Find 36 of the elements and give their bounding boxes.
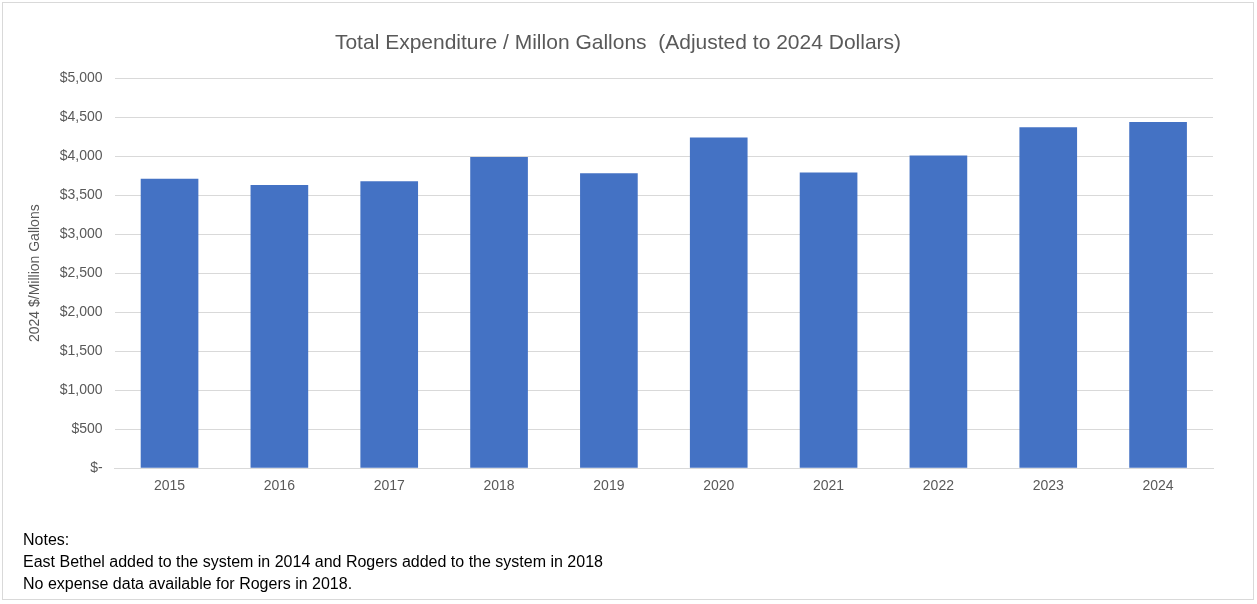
text: East Bethel added to the system in 2014 and Rogers added to the system in 2018	[23, 552, 603, 572]
bar	[250, 185, 309, 468]
bar	[799, 172, 858, 468]
bar	[470, 156, 528, 468]
text: Notes:	[23, 530, 71, 550]
x-tick-label: 2015	[153, 477, 186, 494]
y-tick-label: $1,000	[59, 381, 103, 398]
y-axis-title: 2024 $/Million Gallons	[26, 204, 43, 343]
x-tick-label: 2023	[1032, 477, 1065, 494]
x-tick-label: 2017	[373, 477, 405, 494]
bar	[1129, 121, 1187, 468]
bar	[909, 155, 968, 468]
text: No expense data available for Rogers in 2018.	[23, 574, 354, 594]
y-tick-label: $4,000	[59, 147, 103, 164]
bar	[360, 181, 419, 468]
y-tick-label: $5,000	[59, 69, 103, 86]
x-tick-label: 2020	[703, 477, 735, 494]
y-tick-label: $2,500	[59, 264, 103, 281]
y-tick-label: $3,000	[59, 225, 103, 242]
x-tick-label: 2016	[263, 477, 296, 494]
x-tick-label: 2018	[483, 477, 515, 494]
y-tick-label: $1,500	[59, 342, 103, 359]
x-tick-label: 2021	[812, 477, 845, 494]
y-tick-label: $3,500	[59, 186, 103, 203]
x-tick-label: 2024	[1142, 477, 1174, 494]
y-tick-label: $-	[90, 459, 103, 476]
chart-title: Total Expenditure / Millon Gallons (Adjusted to 2024 Dollars)	[334, 30, 902, 54]
y-tick-label: $2,000	[59, 303, 103, 320]
bar	[689, 137, 748, 468]
x-tick-label: 2022	[922, 477, 955, 494]
y-tick-label: $4,500	[59, 108, 103, 125]
y-tick-label: $500	[71, 420, 103, 437]
bar	[140, 178, 199, 468]
x-tick-label: 2019	[593, 477, 625, 494]
bar	[1019, 127, 1078, 468]
bar	[580, 173, 638, 468]
